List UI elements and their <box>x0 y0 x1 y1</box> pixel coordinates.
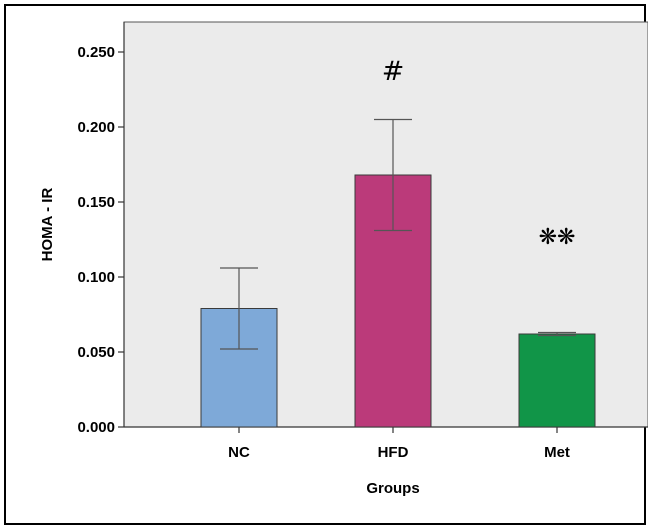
error-bar-nc <box>220 267 258 350</box>
significance-mark-hash: # <box>382 56 405 87</box>
y-tick-label: 0.000 <box>77 419 115 436</box>
x-tick-label: HFD <box>378 444 409 461</box>
y-axis: 0.000 0.050 0.100 0.150 0.200 0.250 <box>77 22 125 436</box>
chart-figure: 0.000 0.050 0.100 0.150 0.200 0.250 NC HFD Met … <box>4 4 648 525</box>
y-tick-label: 0.250 <box>77 44 115 61</box>
y-tick-label: 0.100 <box>77 269 115 286</box>
y-axis-title: HOMA - IR <box>39 188 56 262</box>
error-bar-hfd <box>374 118 412 232</box>
annotations: # ❋❋ <box>382 56 576 250</box>
bar-met <box>518 333 596 428</box>
error-bars <box>220 118 576 350</box>
x-axis: NC HFD Met <box>124 426 648 461</box>
x-tick-label: Met <box>544 444 570 461</box>
x-axis-title: Groups <box>366 480 419 497</box>
significance-mark-asterisks: ❋❋ <box>539 225 576 250</box>
bars <box>200 174 596 428</box>
y-tick-label: 0.200 <box>77 119 115 136</box>
x-tick-label: NC <box>228 444 250 461</box>
y-tick-label: 0.050 <box>77 344 115 361</box>
y-tick-label: 0.150 <box>77 194 115 211</box>
error-bar-met <box>538 331 576 337</box>
